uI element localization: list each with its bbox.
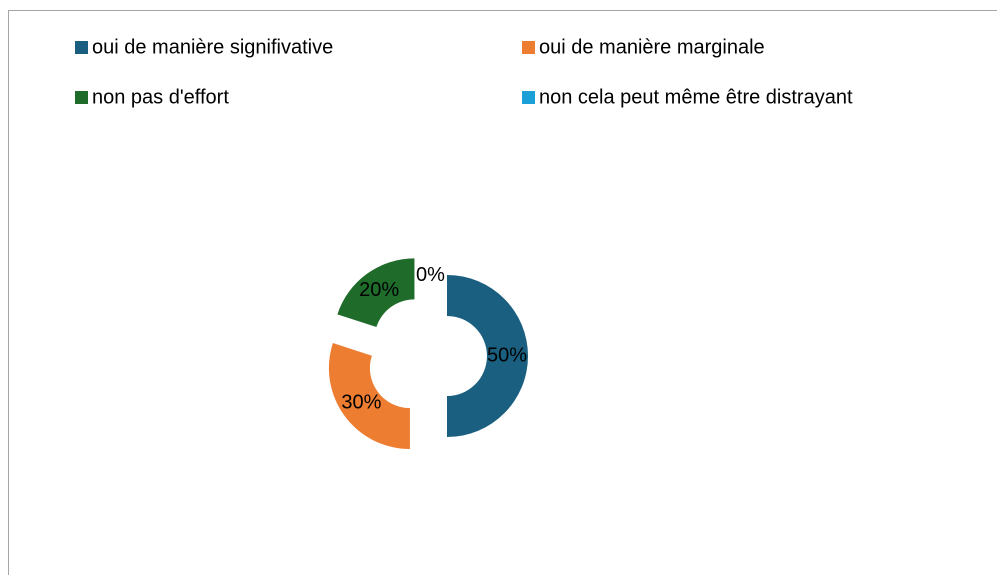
legend-label: non cela peut même être distrayant [539,86,853,108]
data-label: 0% [416,264,445,286]
legend-swatch [522,91,535,104]
legend-swatch [75,91,88,104]
donut-segment [328,343,410,450]
legend-swatch [75,41,88,54]
chart-frame [8,10,997,575]
donut-segment [337,258,415,328]
donut-segment [447,275,528,437]
data-label: 30% [341,392,381,414]
legend-label: oui de manière marginale [539,36,765,58]
legend-swatch [522,41,535,54]
legend-label: non pas d'effort [92,86,229,108]
data-label: 50% [487,344,527,366]
data-label: 20% [359,279,399,301]
legend-label: oui de manière signifivative [92,36,333,58]
